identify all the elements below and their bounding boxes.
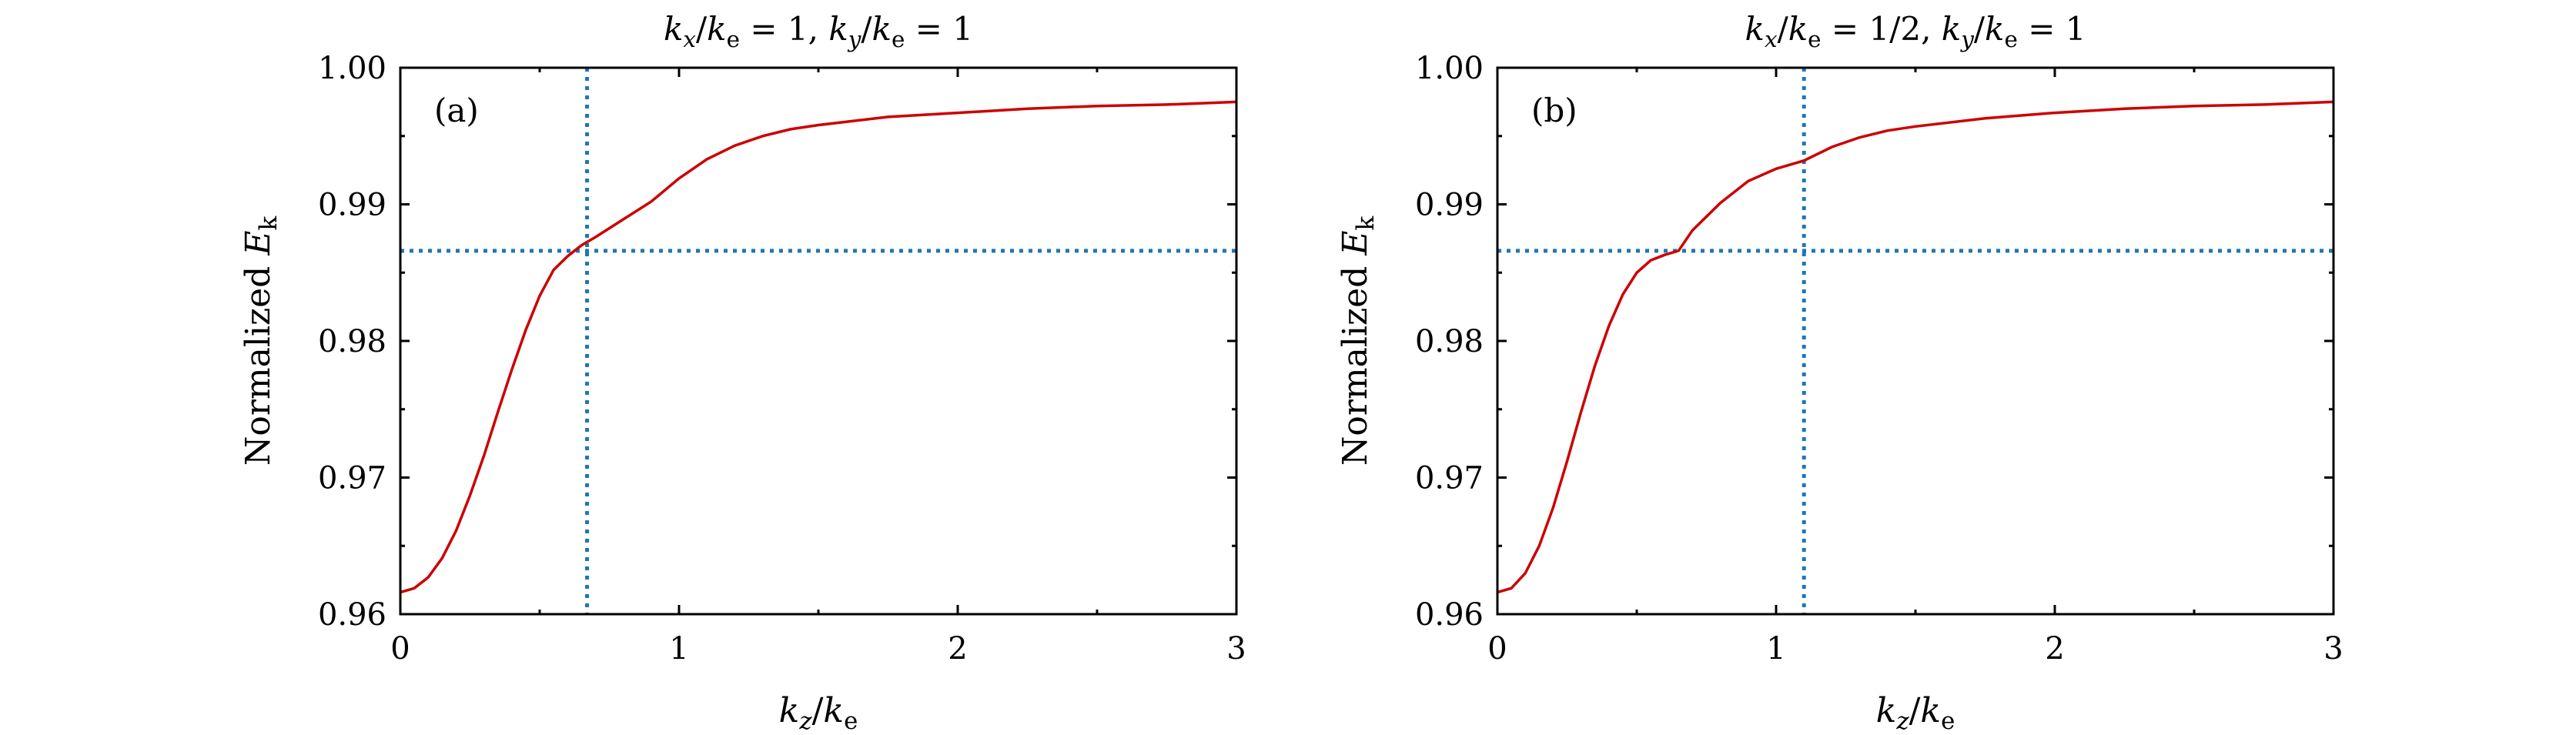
- y-axis-label: Normalized Ek​: [239, 216, 283, 466]
- y-tick-label: 1.00: [318, 51, 386, 86]
- y-tick-label: 0.96: [318, 597, 386, 633]
- y-tick-label: 0.99: [318, 188, 386, 223]
- x-axis-label: kz​/ke​: [779, 691, 858, 735]
- x-axis-label: kz​/ke​: [1876, 691, 1955, 735]
- x-tick-label: 2: [2045, 631, 2064, 667]
- y-tick-label: 0.98: [1415, 324, 1484, 359]
- series-line: [1497, 100, 2334, 594]
- y-tick-label: 0.98: [318, 324, 386, 359]
- y-tick-label: 0.96: [1415, 597, 1484, 633]
- series-line: [400, 100, 1237, 594]
- y-tick-label: 0.97: [318, 461, 386, 496]
- panel-a: 0 1 2 3 0.96 0.97 0.98 0.99 1.00 (a) kx​/ke​ = 1, …: [239, 10, 1246, 735]
- chart-title: kx​/ke​ = 1, ky​/ke​ = 1: [664, 10, 973, 52]
- x-tick-label: 0: [390, 631, 410, 667]
- panel-label: (b): [1531, 92, 1577, 129]
- y-tick-label: 0.97: [1415, 461, 1484, 496]
- y-tick-label: 1.00: [1415, 51, 1484, 86]
- x-tick-label: 3: [1226, 631, 1246, 667]
- panel-b: 0 1 2 3 0.96 0.97 0.98 0.99 1.00 (b) kx​/ke​ = 1/2…: [1336, 10, 2343, 735]
- x-tick-label: 2: [948, 631, 967, 667]
- chart-title: kx​/ke​ = 1/2, ky​/ke​ = 1: [1745, 10, 2086, 52]
- x-tick-label: 3: [2323, 631, 2343, 667]
- y-axis-label: Normalized Ek​: [1336, 216, 1380, 466]
- y-tick-label: 0.99: [1415, 188, 1484, 223]
- plot-frame: [399, 66, 1238, 616]
- x-tick-label: 1: [669, 631, 688, 667]
- x-tick-label: 0: [1487, 631, 1507, 667]
- x-tick-label: 1: [1766, 631, 1785, 667]
- plot-frame: [1496, 66, 2335, 616]
- panel-label: (a): [434, 92, 479, 129]
